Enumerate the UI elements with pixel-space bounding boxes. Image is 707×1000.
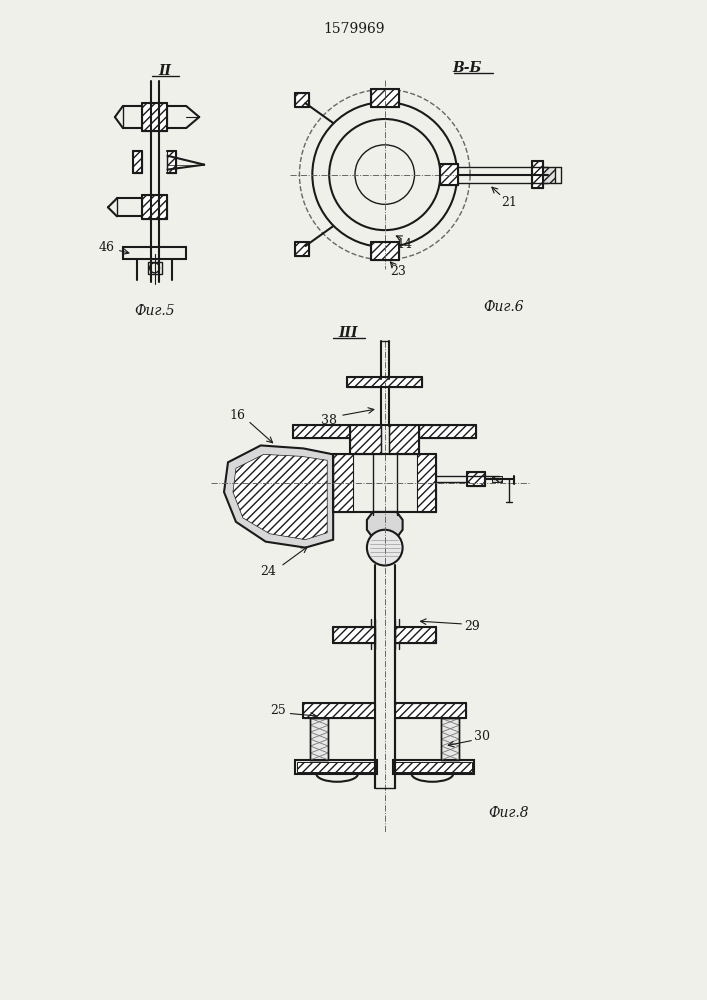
Bar xyxy=(392,760,474,774)
Text: Фиг.6: Фиг.6 xyxy=(484,300,524,314)
Bar xyxy=(148,262,161,274)
Polygon shape xyxy=(233,454,327,540)
Text: 21: 21 xyxy=(501,196,517,209)
Text: 16: 16 xyxy=(230,409,246,422)
Text: 38: 38 xyxy=(321,414,337,427)
Text: Фиг.5: Фиг.5 xyxy=(134,304,175,318)
Bar xyxy=(347,377,423,387)
Bar xyxy=(296,760,377,774)
Text: III: III xyxy=(338,326,358,340)
Bar xyxy=(296,242,310,256)
Bar xyxy=(310,718,328,760)
Bar xyxy=(395,703,466,718)
Text: 25: 25 xyxy=(270,704,286,717)
Bar xyxy=(419,425,476,438)
Text: 24: 24 xyxy=(259,565,276,578)
Bar xyxy=(133,151,141,173)
Bar xyxy=(492,476,502,482)
Bar xyxy=(303,703,375,718)
Bar xyxy=(395,762,472,772)
Text: 46: 46 xyxy=(99,241,115,254)
Text: II: II xyxy=(158,64,171,78)
Bar xyxy=(141,103,168,131)
Bar xyxy=(371,89,399,107)
Bar xyxy=(440,164,458,185)
Polygon shape xyxy=(367,512,402,538)
Bar xyxy=(416,454,436,512)
Bar xyxy=(371,242,399,260)
Circle shape xyxy=(367,530,402,565)
Bar xyxy=(333,454,353,512)
Text: Фиг.8: Фиг.8 xyxy=(489,806,529,820)
Text: В-Б: В-Б xyxy=(452,61,481,75)
Bar xyxy=(532,161,544,188)
Bar xyxy=(296,93,310,107)
Bar xyxy=(395,627,436,643)
Bar xyxy=(441,718,459,760)
Bar xyxy=(293,425,350,438)
Bar xyxy=(333,627,375,643)
Bar xyxy=(467,472,485,486)
Text: 14: 14 xyxy=(397,238,413,251)
Text: 29: 29 xyxy=(464,620,480,633)
Text: 1579969: 1579969 xyxy=(323,22,385,36)
Bar xyxy=(350,425,381,454)
Text: 23: 23 xyxy=(390,265,406,278)
Bar xyxy=(389,425,419,454)
Bar xyxy=(141,195,168,219)
Bar xyxy=(123,247,187,259)
Bar xyxy=(168,151,177,173)
Bar xyxy=(544,167,556,183)
Polygon shape xyxy=(224,445,333,548)
Text: 30: 30 xyxy=(474,730,490,743)
Bar xyxy=(298,762,375,772)
